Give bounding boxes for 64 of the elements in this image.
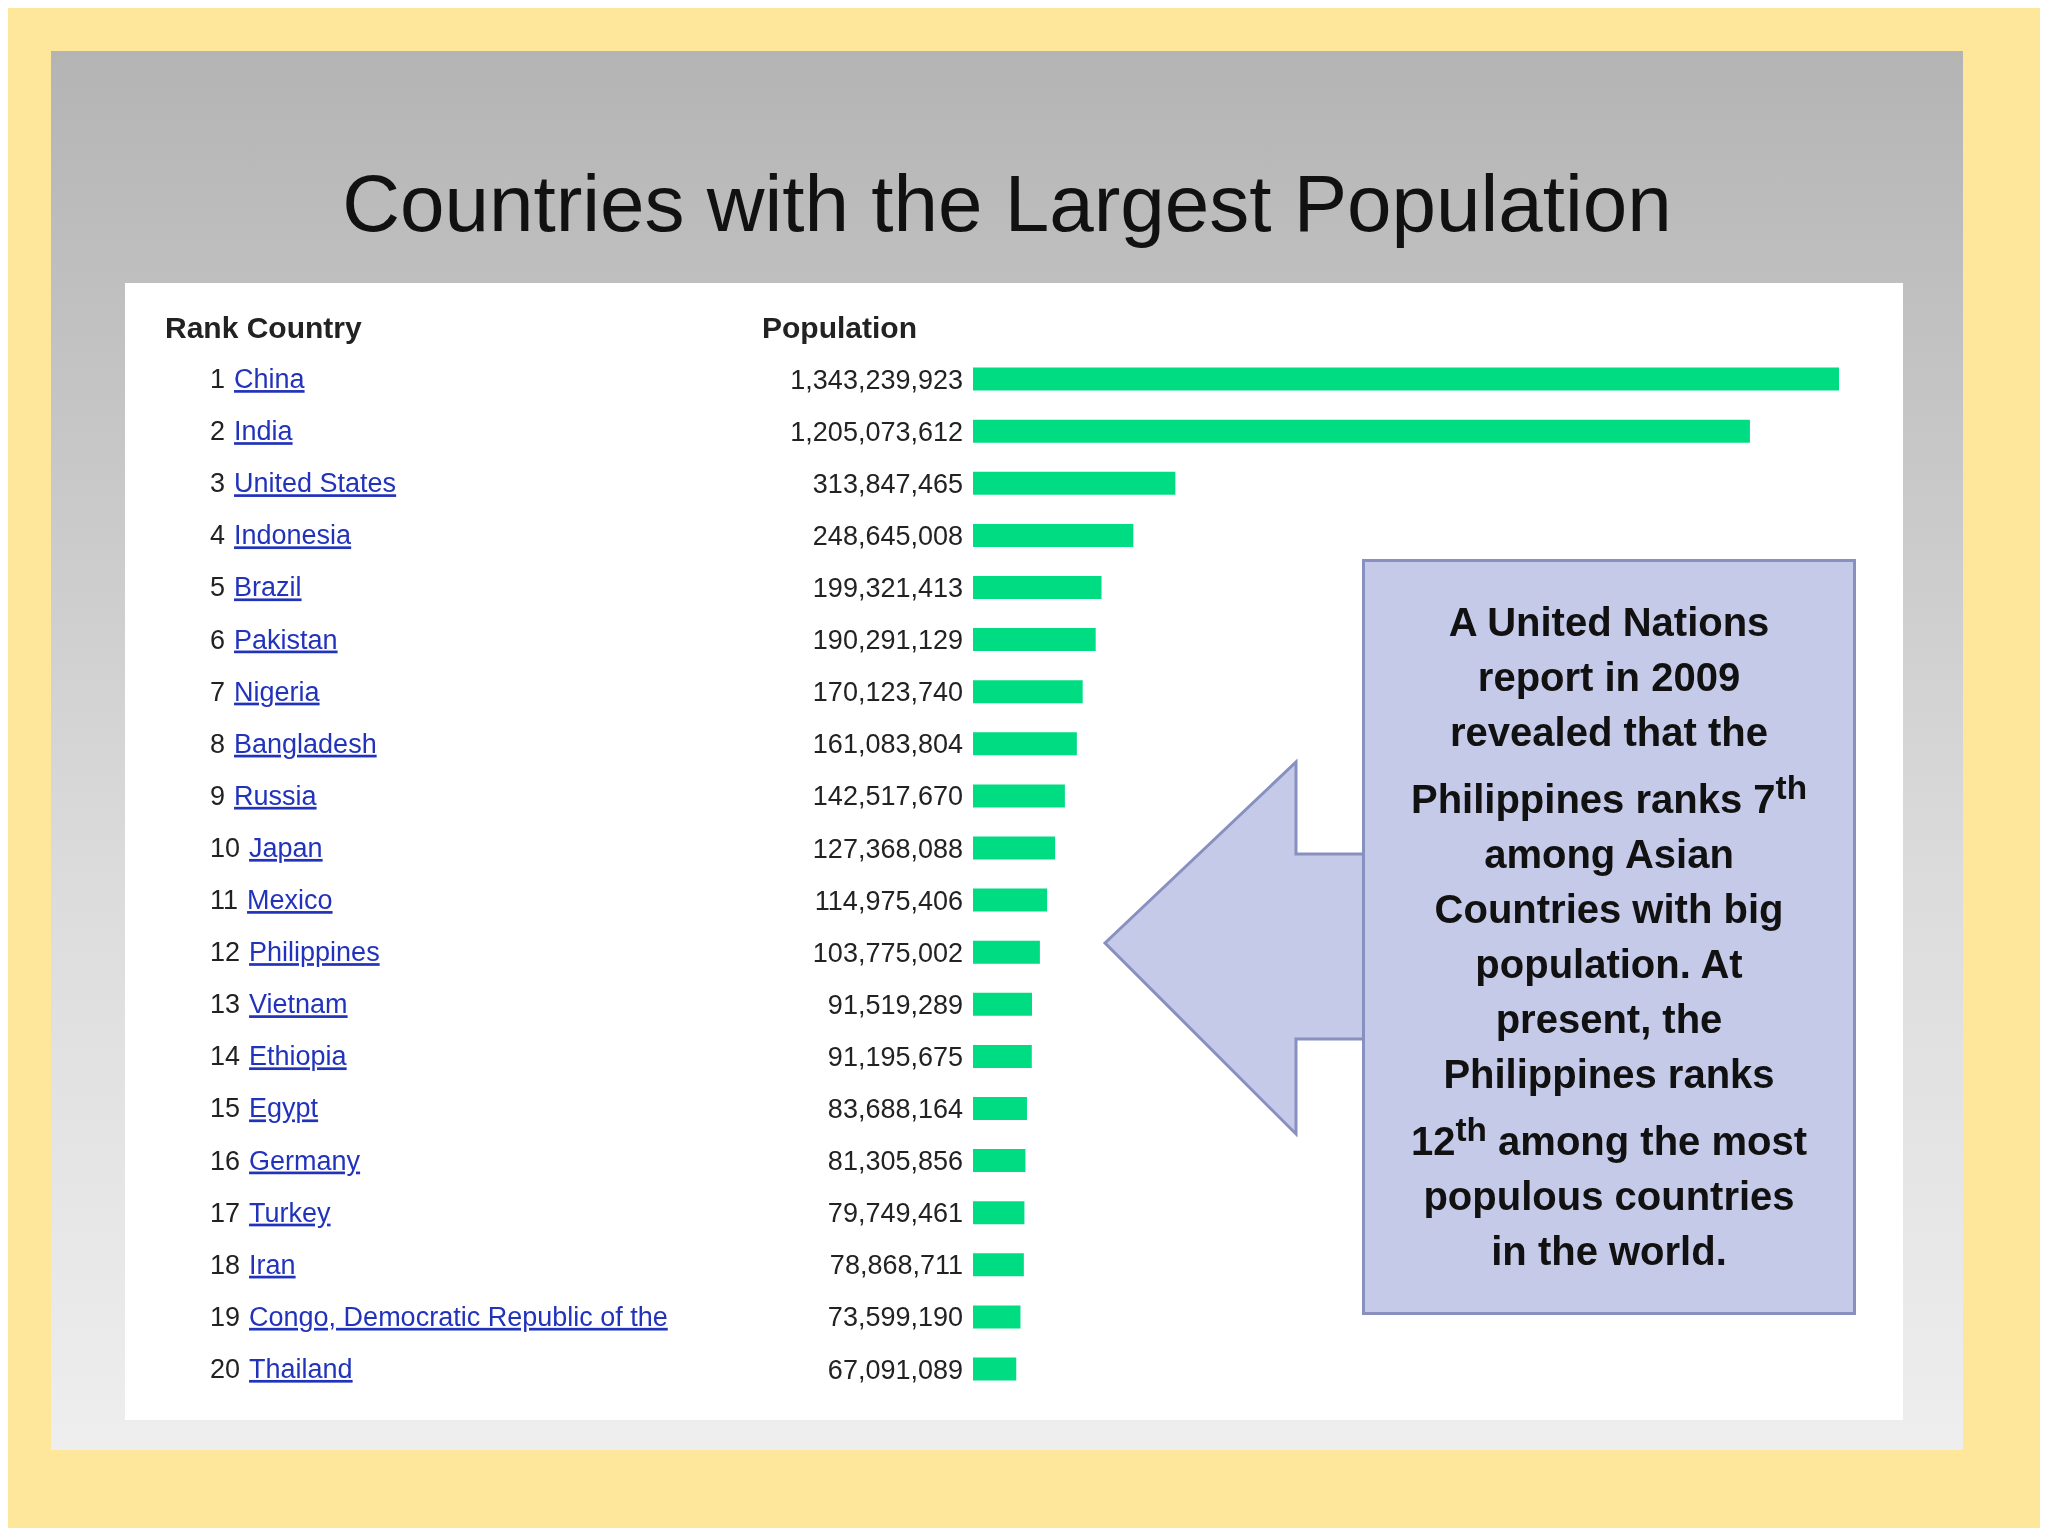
y-tick-label: 18 Iran bbox=[210, 1249, 296, 1280]
y-tick-label: 3 United States bbox=[210, 468, 397, 499]
bar bbox=[973, 575, 1102, 599]
y-tick-label: 12 Philippines bbox=[210, 937, 380, 968]
bar bbox=[973, 1253, 1024, 1277]
y-tick-label: 17 Turkey bbox=[210, 1197, 332, 1228]
y-tick-label: 14 Ethiopia bbox=[210, 1041, 348, 1072]
bar bbox=[973, 523, 1134, 547]
y-tick-label: 11 Mexico bbox=[210, 885, 333, 916]
bar bbox=[973, 680, 1083, 704]
data-label: 67,091,089 bbox=[827, 1354, 963, 1385]
bar bbox=[973, 1201, 1025, 1225]
bar bbox=[973, 1096, 1027, 1120]
y-tick-label: 13 Vietnam bbox=[210, 989, 348, 1020]
bar bbox=[973, 836, 1056, 860]
y-tick-label: 15 Egypt bbox=[210, 1093, 319, 1124]
bar bbox=[973, 367, 1839, 391]
data-label: 103,775,002 bbox=[812, 937, 963, 968]
bar bbox=[973, 471, 1176, 495]
chart-title: Countries with the Largest Population bbox=[341, 158, 1673, 250]
data-label: 91,195,675 bbox=[827, 1041, 963, 1072]
data-label: 1,343,239,923 bbox=[790, 364, 963, 395]
bar bbox=[973, 888, 1048, 912]
bar bbox=[973, 419, 1750, 443]
data-label: 313,847,465 bbox=[812, 468, 963, 499]
y-tick-label: 16 Germany bbox=[210, 1145, 361, 1176]
y-tick-label: 9 Russia bbox=[210, 780, 318, 811]
y-tick-label: 8 Bangladesh bbox=[210, 728, 377, 759]
bar bbox=[973, 1044, 1032, 1068]
text: Population bbox=[762, 311, 917, 345]
callout-box: A United Nations report in 2009 revealed that the Philippines ranks 7$^{th}$ among Asian Countries with big population. At present, the Philippines ranks 12$^{th}$ among the most populous countries in the world. bbox=[1362, 559, 1856, 1315]
data-label: 170,123,740 bbox=[812, 677, 963, 708]
data-label: 199,321,413 bbox=[812, 573, 963, 604]
bar bbox=[973, 1305, 1021, 1329]
y-tick-label: 20 Thailand bbox=[210, 1353, 353, 1384]
bar bbox=[973, 628, 1096, 652]
y-tick-label: 4 Indonesia bbox=[210, 520, 353, 551]
y-tick-label: 2 India bbox=[210, 416, 294, 447]
y-tick-label: 19 Congo, Democratic Republic of the bbox=[210, 1301, 668, 1332]
y-tick-label: 5 Brazil bbox=[210, 572, 302, 603]
bar bbox=[973, 784, 1065, 808]
data-label: 78,868,711 bbox=[829, 1250, 963, 1281]
y-tick-label: 10 Japan bbox=[210, 832, 323, 863]
y-tick-label: 6 Pakistan bbox=[210, 624, 338, 655]
data-label: 190,291,129 bbox=[812, 625, 963, 656]
bar bbox=[973, 1149, 1026, 1173]
text: Rank Country bbox=[165, 311, 362, 345]
data-label: 1,205,073,612 bbox=[790, 416, 963, 447]
data-label: 161,083,804 bbox=[812, 729, 963, 760]
data-label: 248,645,008 bbox=[812, 520, 963, 551]
y-tick-label: 7 Nigeria bbox=[210, 676, 321, 707]
data-label: 81,305,856 bbox=[827, 1146, 963, 1177]
bar bbox=[973, 992, 1032, 1016]
y-tick-label: 1 China bbox=[210, 364, 306, 395]
bar bbox=[973, 1357, 1017, 1381]
data-label: 79,749,461 bbox=[827, 1198, 963, 1229]
data-label: 73,599,190 bbox=[827, 1302, 963, 1333]
data-label: 127,368,088 bbox=[812, 833, 963, 864]
data-label: 114,975,406 bbox=[814, 885, 963, 916]
data-label: 91,519,289 bbox=[827, 989, 963, 1020]
data-label: 142,517,670 bbox=[812, 781, 963, 812]
bar bbox=[973, 940, 1040, 964]
data-label: 83,688,164 bbox=[827, 1094, 963, 1125]
bar bbox=[973, 732, 1077, 756]
